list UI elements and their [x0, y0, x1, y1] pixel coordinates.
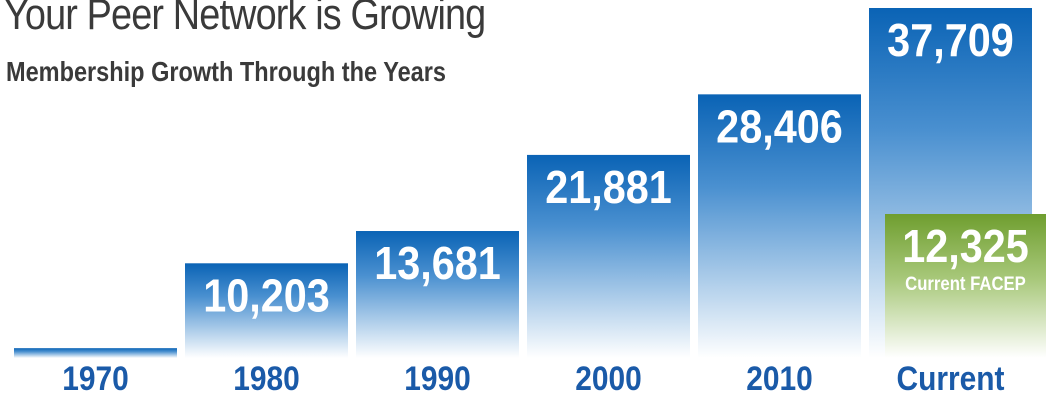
category-label: 1970 [62, 359, 129, 396]
facep-value-label: 12,325 [902, 221, 1029, 273]
category-label: 2000 [575, 359, 642, 396]
category-label: 1990 [404, 359, 471, 396]
category-label: Current [896, 359, 1004, 396]
bar-current-facep [885, 214, 1046, 358]
bar-value-label: 1,060 [44, 357, 148, 396]
bar-2000 [527, 154, 690, 358]
bar-value-label: 10,203 [203, 270, 330, 322]
bar-value-label: 37,709 [887, 15, 1014, 67]
chart-title: Your Peer Network is Growing [4, 0, 486, 39]
bar-1980 [185, 263, 348, 358]
bar-1990 [356, 231, 519, 358]
bar-value-label: 28,406 [716, 101, 843, 153]
bar-1970 [14, 348, 177, 358]
bar-2010 [698, 94, 861, 358]
category-label: 2010 [746, 359, 813, 396]
facep-caption: Current FACEP [905, 273, 1026, 294]
bar-value-label: 21,881 [545, 162, 672, 214]
category-label: 1980 [233, 359, 300, 396]
chart-subtitle: Membership Growth Through the Years [6, 56, 446, 87]
bar-value-label: 13,681 [374, 238, 501, 290]
